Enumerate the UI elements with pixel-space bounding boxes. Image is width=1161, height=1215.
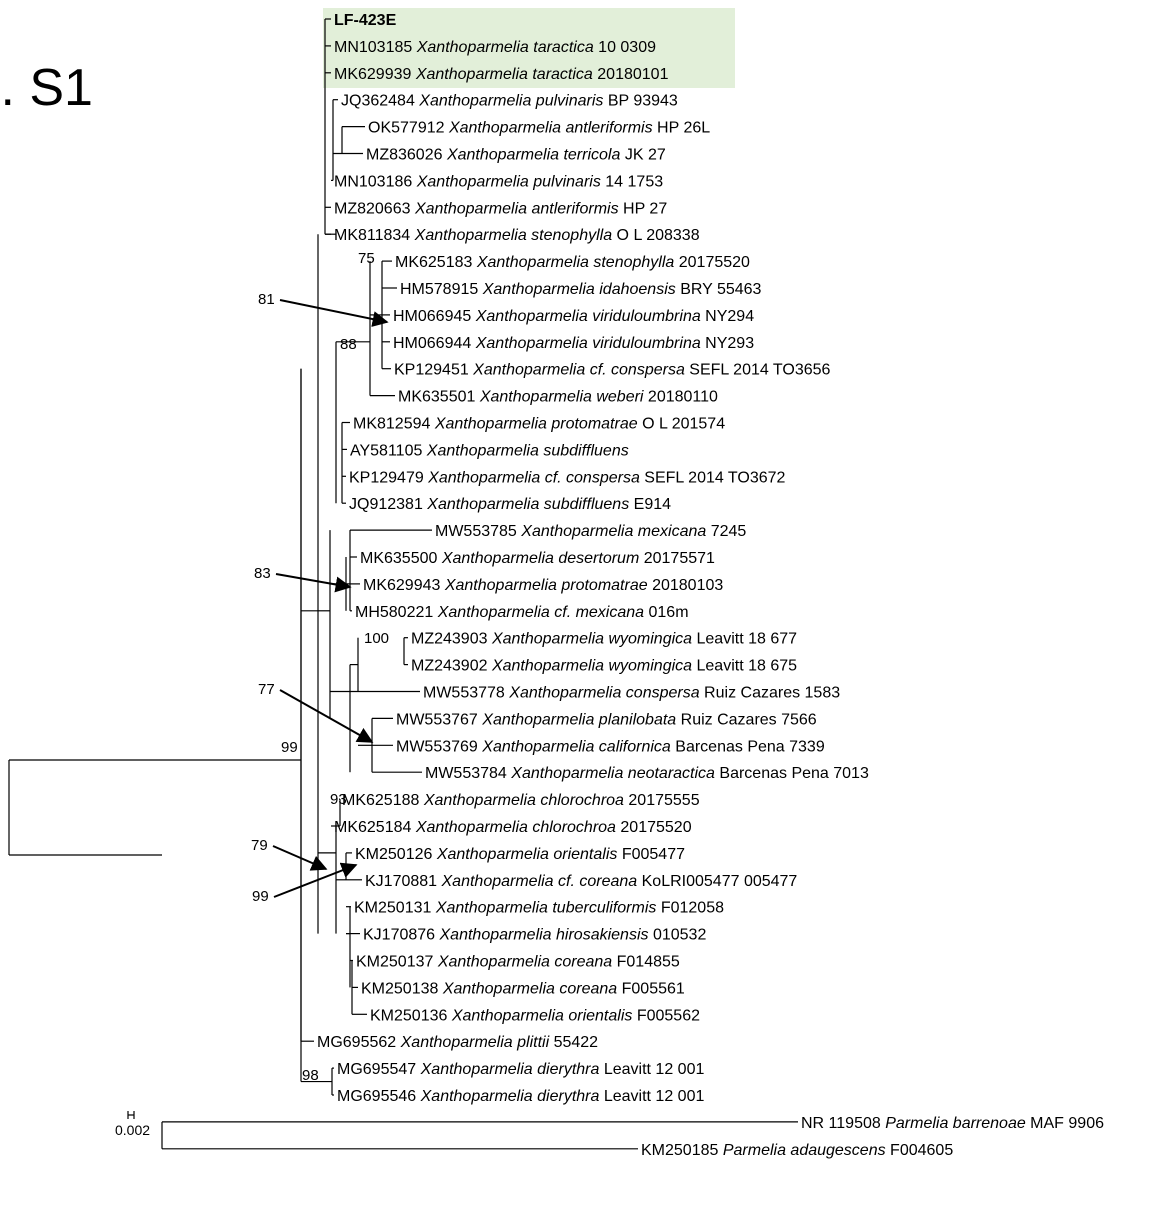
tip-label: MW553784 Xanthoparmelia neotaractica Bar… [425, 765, 869, 782]
tip-label: KJ170881 Xanthoparmelia cf. coreana KoLR… [365, 873, 797, 890]
support-value: 98 [302, 1067, 319, 1084]
callout-label: 79 [251, 837, 268, 854]
tip-label: AY581105 Xanthoparmelia subdiffluens [350, 442, 629, 459]
tip-label: JQ912381 Xanthoparmelia subdiffluens E91… [349, 496, 671, 513]
tip-label: JQ362484 Xanthoparmelia pulvinaris BP 93… [341, 93, 678, 110]
tip-label: MG695547 Xanthoparmelia dierythra Leavit… [337, 1061, 704, 1078]
callout-arrow [272, 845, 328, 871]
tip-label: KM250137 Xanthoparmelia coreana F014855 [356, 954, 680, 971]
callout-arrow [279, 689, 374, 743]
support-value: 75 [358, 250, 375, 267]
tip-label: MZ243903 Xanthoparmelia wyomingica Leavi… [411, 631, 797, 648]
tip-label: MK811834 Xanthoparmelia stenophylla O L … [334, 227, 700, 244]
callout-arrow [273, 862, 358, 898]
tip-label: MZ243902 Xanthoparmelia wyomingica Leavi… [411, 658, 797, 675]
tip-label: MG695546 Xanthoparmelia dierythra Leavit… [337, 1088, 704, 1105]
tip-label: KP129451 Xanthoparmelia cf. conspersa SE… [394, 362, 831, 379]
tip-label: MN103185 Xanthoparmelia taractica 10 030… [334, 39, 656, 56]
tip-label: HM066945 Xanthoparmelia viriduloumbrina … [393, 308, 754, 325]
highlight-box [323, 8, 735, 88]
tip-label: OK577912 Xanthoparmelia antleriformis HP… [368, 120, 710, 137]
callout-label: 81 [258, 291, 275, 308]
tip-label: KJ170876 Xanthoparmelia hirosakiensis 01… [363, 927, 706, 944]
tip-label: LF-423E [334, 12, 397, 29]
tip-label: KM250185 Parmelia adaugescens F004605 [641, 1142, 953, 1159]
tip-label: MN103186 Xanthoparmelia pulvinaris 14 17… [334, 173, 663, 190]
tip-label: MK625188 Xanthoparmelia chlorochroa 2017… [342, 792, 700, 809]
support-value: 93 [330, 791, 347, 808]
tip-label: KM250138 Xanthoparmelia coreana F005561 [361, 980, 685, 997]
tip-label: MW553769 Xanthoparmelia californica Barc… [396, 738, 825, 755]
tip-label: MW553785 Xanthoparmelia mexicana 7245 [435, 523, 746, 540]
tip-label: KM250126 Xanthoparmelia orientalis F0054… [355, 846, 685, 863]
tip-label: MW553778 Xanthoparmelia conspersa Ruiz C… [423, 685, 840, 702]
callout-label: 77 [258, 681, 275, 698]
callout-label: 99 [252, 888, 269, 905]
tip-label: MK635500 Xanthoparmelia desertorum 20175… [360, 550, 715, 567]
tip-label: NR 119508 Parmelia barrenoae MAF 9906 [801, 1115, 1104, 1132]
tip-label: MZ836026 Xanthoparmelia terricola JK 27 [366, 147, 666, 164]
figure-label: ig. S1 [0, 59, 93, 117]
tip-label: HM578915 Xanthoparmelia idahoensis BRY 5… [400, 281, 762, 298]
tip-label: MK629939 Xanthoparmelia taractica 201801… [334, 66, 669, 83]
support-value: 100 [364, 630, 389, 647]
tip-label: KM250136 Xanthoparmelia orientalis F0055… [370, 1007, 700, 1024]
callout-label: 83 [254, 565, 271, 582]
tip-label: MK629943 Xanthoparmelia protomatrae 2018… [363, 577, 723, 594]
tip-label: MK625184 Xanthoparmelia chlorochroa 2017… [334, 819, 692, 836]
tip-label: MK635501 Xanthoparmelia weberi 20180110 [398, 389, 718, 406]
tip-label: MZ820663 Xanthoparmelia antleriformis HP… [334, 200, 667, 217]
scale-bar-label: 0.002 [115, 1122, 150, 1138]
support-value: 99 [281, 739, 298, 756]
tip-label: KM250131 Xanthoparmelia tuberculiformis … [354, 900, 724, 917]
tip-label: HM066944 Xanthoparmelia viriduloumbrina … [393, 335, 754, 352]
tip-label: MW553767 Xanthoparmelia planilobata Ruiz… [396, 711, 817, 728]
support-value: 88 [340, 336, 357, 353]
callout-arrow [275, 573, 352, 593]
tip-label: MH580221 Xanthoparmelia cf. mexicana 016… [355, 604, 689, 621]
callout-arrow [279, 299, 389, 327]
tip-label: MK812594 Xanthoparmelia protomatrae O L … [353, 416, 725, 433]
tip-label: KP129479 Xanthoparmelia cf. conspersa SE… [349, 469, 786, 486]
tip-label: MG695562 Xanthoparmelia plittii 55422 [317, 1034, 598, 1051]
tip-label: MK625183 Xanthoparmelia stenophylla 2017… [395, 254, 750, 271]
